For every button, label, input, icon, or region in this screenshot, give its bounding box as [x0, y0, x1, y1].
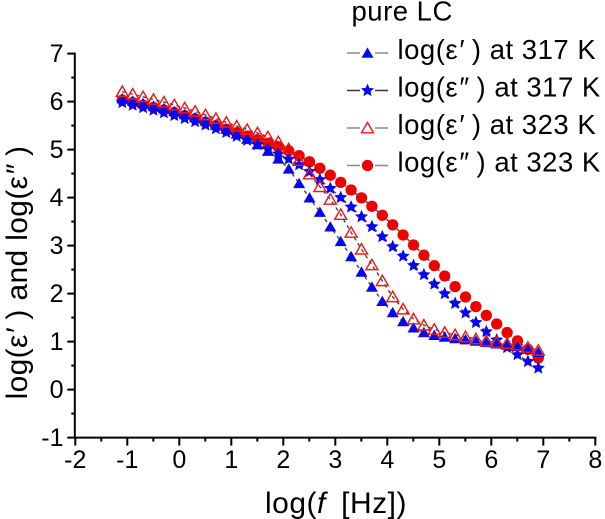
svg-text:5: 5 — [50, 136, 64, 164]
svg-text:3: 3 — [50, 232, 64, 260]
svg-text:0: 0 — [50, 376, 64, 404]
svg-text:-1: -1 — [116, 446, 138, 474]
svg-text:6: 6 — [50, 88, 64, 116]
svg-text:8: 8 — [588, 446, 602, 474]
svg-text:-2: -2 — [64, 446, 86, 474]
svg-text:7: 7 — [536, 446, 550, 474]
svg-text:0: 0 — [172, 446, 186, 474]
svg-text:log(ε′ ) at 317 K: log(ε′ ) at 317 K — [398, 34, 597, 65]
svg-text:pure LC: pure LC — [352, 0, 453, 27]
svg-text:5: 5 — [432, 446, 446, 474]
svg-text:2: 2 — [276, 446, 290, 474]
svg-text:4: 4 — [380, 446, 394, 474]
svg-text:1: 1 — [50, 328, 64, 356]
svg-text:log(ε″ ) at 317 K: log(ε″ ) at 317 K — [398, 72, 601, 103]
svg-text:4: 4 — [50, 184, 64, 212]
svg-text:log(f [Hz]): log(f [Hz]) — [265, 487, 407, 519]
svg-text:log(ε″ ) at 323 K: log(ε″ ) at 323 K — [398, 147, 601, 178]
svg-text:6: 6 — [484, 446, 498, 474]
svg-text:log(ε′ ) and log(ε″ ): log(ε′ ) and log(ε″ ) — [1, 146, 34, 400]
svg-text:-1: -1 — [41, 424, 63, 452]
svg-text:7: 7 — [50, 40, 64, 68]
svg-text:log(ε′ ) at 323 K: log(ε′ ) at 323 K — [398, 109, 597, 140]
svg-text:2: 2 — [50, 280, 64, 308]
svg-text:1: 1 — [224, 446, 238, 474]
svg-text:3: 3 — [328, 446, 342, 474]
